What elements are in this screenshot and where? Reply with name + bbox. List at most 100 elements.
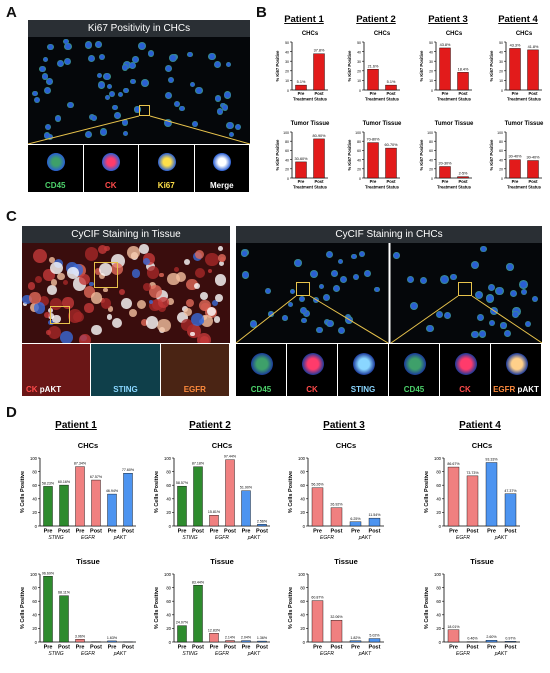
cell-nucleus xyxy=(63,39,69,45)
category-label: Pre xyxy=(487,529,496,535)
tissue-cell xyxy=(57,272,65,280)
zoomed-cell xyxy=(250,353,273,375)
chc-channel-thumbnail: CK xyxy=(287,344,338,396)
panel-b-charts: Patient 1 Patient 2 Patient 3 Patient 4 0 10 2… xyxy=(275,14,544,190)
cell-nucleus xyxy=(485,294,495,303)
group-label: STING xyxy=(48,651,63,657)
cell-nucleus xyxy=(364,269,372,277)
tissue-cell xyxy=(155,289,168,302)
zoomed-cell xyxy=(102,153,121,171)
cell-nucleus xyxy=(163,118,172,127)
category-label: Pre xyxy=(370,179,377,184)
y-axis-label: % Cells Positive xyxy=(154,471,160,513)
y-tick-label: 80 xyxy=(357,140,361,144)
y-tick-label: 100 xyxy=(164,572,172,577)
category-label: Post xyxy=(58,529,70,535)
category-label: Post xyxy=(90,645,102,651)
cell-nucleus xyxy=(503,329,511,337)
cell-nucleus xyxy=(46,77,54,85)
y-tick-label: 0 xyxy=(169,640,172,645)
y-tick-label: 10 xyxy=(357,79,361,83)
cell-nucleus xyxy=(487,283,496,292)
chart: 0 10 20 30 40 50 % Ki67 Positive CHCs 21.6% Pre 5.… xyxy=(347,31,400,102)
cell-nucleus xyxy=(268,311,274,317)
tissue-cell xyxy=(49,298,62,310)
cell-nucleus xyxy=(208,52,216,61)
panel-letter-d: D xyxy=(6,404,17,421)
y-tick-label: 60 xyxy=(166,599,171,604)
category-label: Pre xyxy=(108,529,117,535)
y-tick-label: 80 xyxy=(285,140,289,144)
cell-nucleus xyxy=(474,290,483,299)
chart-title: Tissue xyxy=(210,557,234,566)
tissue-cell xyxy=(34,275,43,283)
panel-letter-a: A xyxy=(6,4,17,21)
data-label: 2.14% xyxy=(225,636,236,640)
patient-title: Patient 2 xyxy=(189,420,231,431)
cell-nucleus xyxy=(373,286,380,293)
y-tick-label: 0 xyxy=(501,89,503,93)
cell-nucleus xyxy=(303,309,311,317)
zoomed-cell xyxy=(505,353,528,375)
tissue-cell xyxy=(46,330,51,335)
category-label: Post xyxy=(458,91,468,96)
category-label: Pre xyxy=(298,91,305,96)
y-tick-label: 100 xyxy=(298,572,306,577)
bar xyxy=(59,595,69,643)
category-label: Pre xyxy=(76,529,85,535)
tissue-cell xyxy=(174,266,180,272)
y-tick-label: 40 xyxy=(300,497,305,502)
y-tick-label: 20 xyxy=(300,510,305,515)
data-label: 30-40% xyxy=(526,156,540,160)
panel-letter-c: C xyxy=(6,208,17,225)
tissue-cell xyxy=(78,273,90,285)
y-tick-label: 0 xyxy=(35,524,38,529)
tissue-cell xyxy=(194,249,204,259)
bar xyxy=(295,161,307,179)
cell-nucleus xyxy=(85,130,93,139)
tissue-cell xyxy=(66,267,79,280)
y-tick-label: 40 xyxy=(436,497,441,502)
cell-nucleus xyxy=(301,318,307,324)
cell-nucleus xyxy=(223,91,232,99)
y-axis-label: % Cells Positive xyxy=(424,587,430,629)
cell-nucleus xyxy=(337,259,343,265)
category-label: Post xyxy=(505,529,517,535)
y-tick-label: 60 xyxy=(436,483,441,488)
tissue-cell xyxy=(62,297,74,309)
bar xyxy=(257,640,267,643)
group-label: EGFR xyxy=(456,651,470,657)
y-tick-label: 40 xyxy=(300,613,305,618)
chart-title: CHCs xyxy=(212,441,232,450)
cell-nucleus xyxy=(34,96,41,103)
channel-label: CD45 xyxy=(45,181,66,190)
y-axis-label: % Cells Positive xyxy=(20,587,26,629)
data-label: 86.67% xyxy=(447,462,460,466)
y-tick-label: 20 xyxy=(357,70,361,74)
data-label: 46.94% xyxy=(106,489,119,493)
chart-title: Tissue xyxy=(76,557,100,566)
channel-label: CK xyxy=(104,181,117,190)
data-label: 56.26% xyxy=(311,483,324,487)
tissue-cell xyxy=(211,300,218,307)
y-tick-label: 40 xyxy=(32,497,37,502)
cell-nucleus xyxy=(138,42,146,51)
category-label: Post xyxy=(528,91,538,96)
chc-channel-thumbnail: STING xyxy=(338,344,389,396)
chart-title: CHCs xyxy=(472,441,492,450)
group-label: pAKT xyxy=(247,535,261,541)
y-tick-label: 40 xyxy=(357,50,361,54)
group-label: EGFR xyxy=(320,535,334,541)
y-tick-label: 60 xyxy=(166,483,171,488)
y-tick-label: 20 xyxy=(429,70,433,74)
tissue-cell xyxy=(129,308,138,317)
data-label: 6.25% xyxy=(350,517,361,521)
cell-nucleus xyxy=(141,79,149,88)
bar xyxy=(439,166,451,179)
tissue-cell xyxy=(190,312,205,327)
patient-title: Patient 3 xyxy=(323,420,365,431)
category-label: Pre xyxy=(298,179,305,184)
tissue-cell xyxy=(199,299,211,311)
y-axis-label: % Ki67 Positive xyxy=(489,50,494,82)
y-tick-label: 10 xyxy=(429,79,433,83)
